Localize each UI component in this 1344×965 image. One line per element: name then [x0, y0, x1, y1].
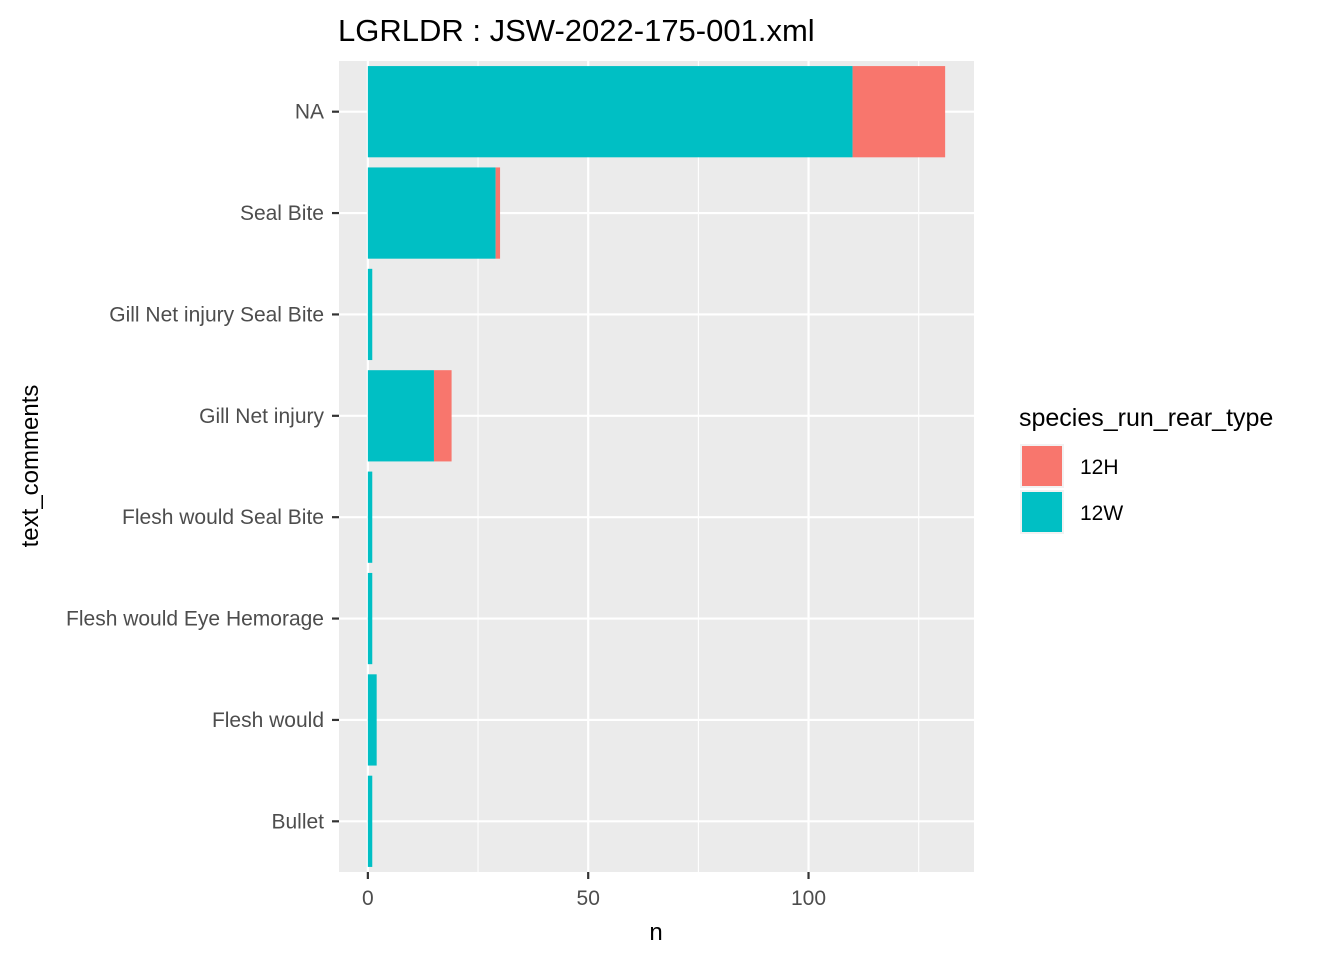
legend-swatch-12w	[1022, 492, 1062, 532]
bar-12w-gill-net-injury	[367, 370, 434, 462]
legend-swatch-12h	[1022, 446, 1062, 486]
y-axis: NA Seal Bite Gill Net injury Seal Bite Gill…	[66, 101, 339, 833]
legend-items: 12H 12W	[1020, 444, 1123, 534]
x-axis-title: n	[649, 919, 662, 946]
x-tick-label: 50	[577, 887, 600, 910]
x-tick-label: 100	[791, 887, 826, 910]
x-axis: 0 50 100	[362, 872, 826, 910]
bar-12w-flesh-would-eye-hemorage	[367, 572, 373, 665]
bar-12w-flesh-would-seal-bite	[367, 471, 373, 563]
legend-label-12w: 12W	[1080, 502, 1123, 525]
y-tick-label: Gill Net injury	[199, 405, 324, 428]
bar-12w-gill-net-injury-seal-bite	[367, 268, 373, 361]
y-tick-label: Bullet	[271, 810, 324, 833]
bar-12w-flesh-would	[367, 674, 377, 766]
y-tick-label: NA	[295, 101, 324, 124]
bar-12h-na	[852, 66, 946, 158]
y-axis-title: text_comments	[17, 385, 44, 548]
bar-12w-bullet	[367, 775, 373, 867]
bar-12w-seal-bite	[367, 167, 496, 259]
bar-12h-seal-bite	[495, 167, 501, 259]
y-tick-label: Flesh would	[212, 709, 324, 732]
y-tick-label: Seal Bite	[240, 202, 324, 225]
x-tick-label: 0	[362, 887, 374, 910]
y-tick-label: Gill Net injury Seal Bite	[109, 303, 324, 326]
y-tick-label: Flesh would Seal Bite	[122, 506, 324, 529]
legend-title: species_run_rear_type	[1019, 404, 1273, 432]
legend: species_run_rear_type 12H 12W	[1019, 404, 1273, 534]
bar-12w-na	[367, 66, 853, 158]
chart-title: LGRLDR : JSW-2022-175-001.xml	[338, 13, 815, 48]
y-tick-label: Flesh would Eye Hemorage	[66, 608, 324, 631]
legend-label-12h: 12H	[1080, 456, 1119, 479]
bar-12h-gill-net-injury	[433, 370, 452, 462]
bars	[367, 66, 946, 867]
